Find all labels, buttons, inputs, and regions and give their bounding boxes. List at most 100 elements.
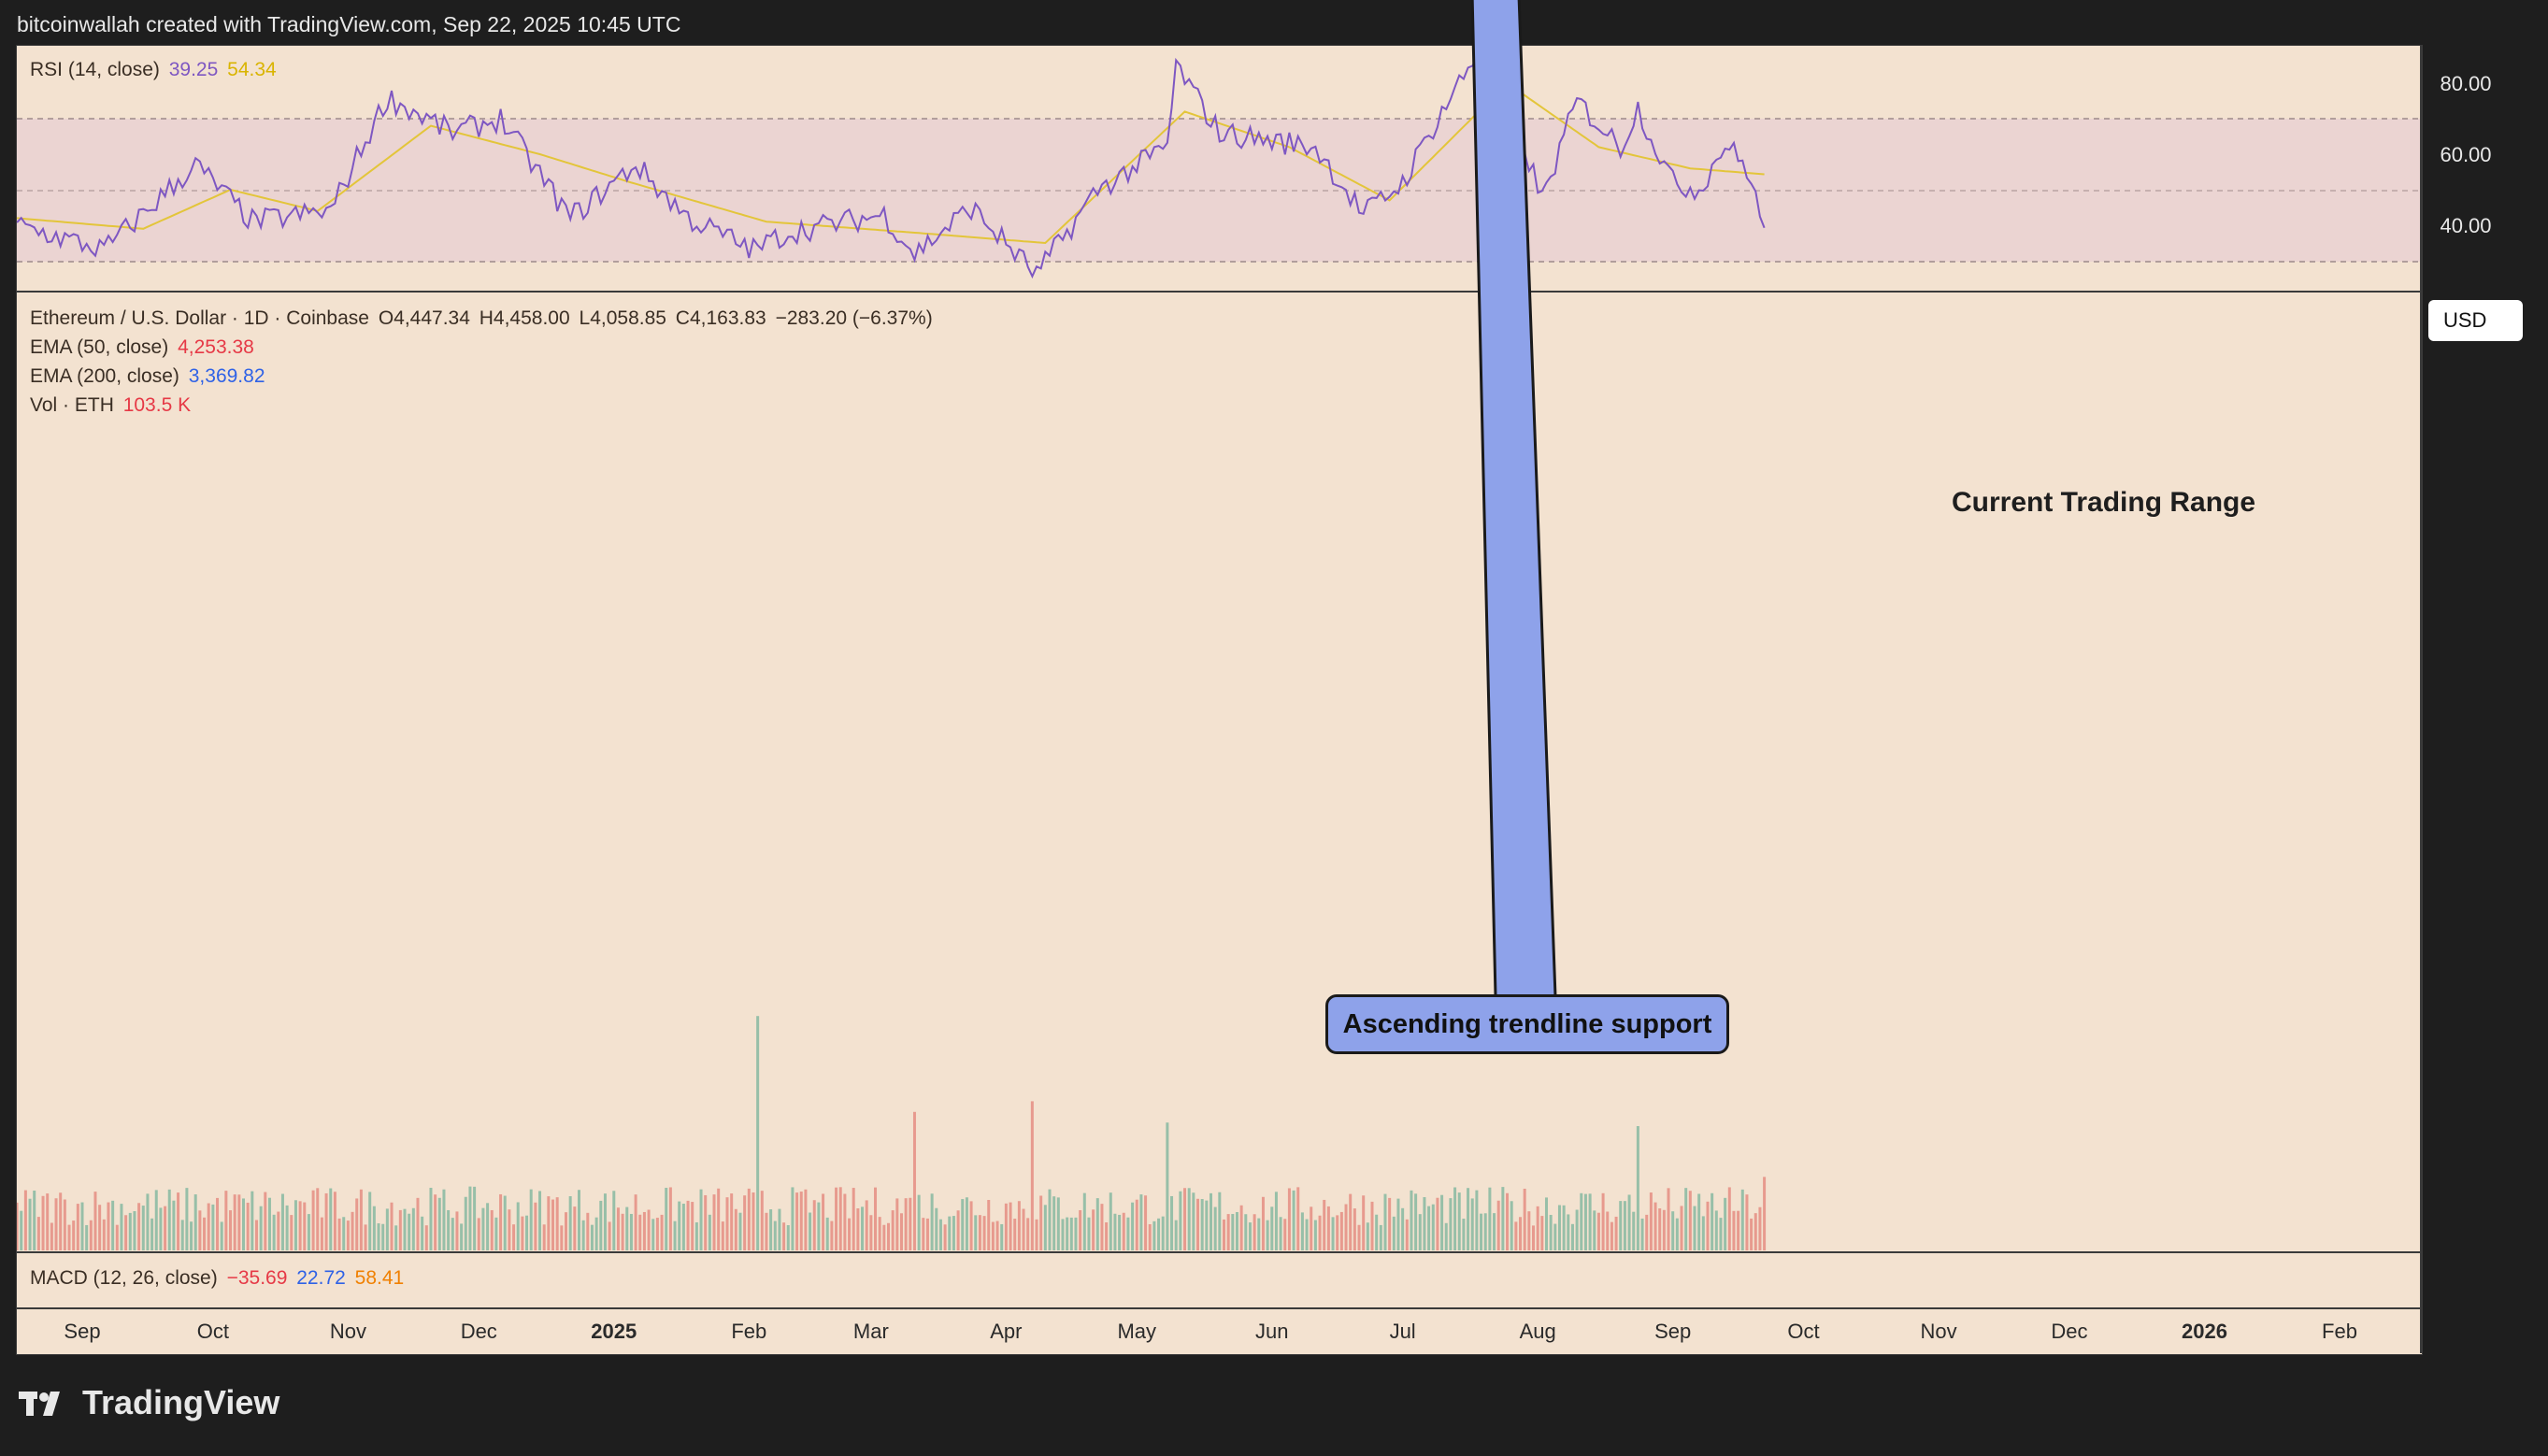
volume-bar — [708, 1214, 711, 1250]
volume-bar — [982, 1216, 986, 1250]
volume-bar — [1662, 1209, 1666, 1250]
volume-bar — [447, 1209, 451, 1250]
volume-bar — [747, 1188, 751, 1250]
volume-bar — [351, 1211, 354, 1250]
macd-value: −35.69 — [226, 1267, 288, 1289]
volume-bar — [167, 1189, 171, 1250]
volume-bar — [1645, 1214, 1649, 1250]
volume-bar — [987, 1199, 991, 1250]
volume-bar — [1449, 1198, 1453, 1250]
volume-bar — [41, 1195, 45, 1250]
volume-bar — [1109, 1192, 1112, 1250]
volume-bar — [1732, 1210, 1736, 1250]
volume-bar — [1414, 1193, 1418, 1250]
volume-bar — [581, 1220, 585, 1250]
volume-bar — [791, 1187, 794, 1250]
volume-bar — [568, 1196, 572, 1250]
currency-selector[interactable]: USD — [2428, 300, 2523, 341]
volume-bar — [320, 1217, 323, 1250]
volume-bar — [1671, 1211, 1675, 1250]
volume-bar — [1092, 1209, 1095, 1250]
volume-bar — [146, 1193, 150, 1250]
volume-bar — [1026, 1218, 1030, 1250]
volume-bar — [1667, 1188, 1670, 1250]
time-tick-label: Dec — [2051, 1320, 2087, 1343]
volume-bar — [1144, 1195, 1148, 1250]
volume-bar — [1758, 1206, 1762, 1250]
ema50-legend[interactable]: EMA (50, close) 4,253.38 — [30, 336, 258, 359]
volume-bar — [1218, 1192, 1222, 1250]
volume-bar — [237, 1194, 241, 1250]
volume-bar — [1222, 1219, 1225, 1250]
volume-bar — [17, 1202, 19, 1250]
tradingview-logo[interactable]: TradingView — [19, 1383, 279, 1422]
volume-bar — [1467, 1188, 1470, 1250]
volume-bar — [1523, 1188, 1526, 1250]
volume-bar — [1401, 1207, 1405, 1250]
volume-bar — [1239, 1205, 1243, 1250]
volume-bar — [36, 1217, 40, 1250]
volume-bar — [490, 1209, 494, 1250]
volume-bar — [717, 1188, 721, 1250]
ema200-legend[interactable]: EMA (200, close) 3,369.82 — [30, 365, 269, 388]
volume-bar — [887, 1222, 890, 1250]
volume-bar — [1270, 1206, 1274, 1250]
macd-hist-value: 58.41 — [354, 1267, 405, 1289]
volume-bar — [1623, 1201, 1626, 1250]
volume-bar — [298, 1201, 302, 1250]
volume-bar — [264, 1192, 267, 1250]
volume-bar — [63, 1199, 66, 1250]
volume-bar — [85, 1224, 89, 1250]
ema50-value: 4,253.38 — [178, 336, 254, 358]
volume-bar — [1627, 1194, 1631, 1250]
volume-bar — [1557, 1205, 1561, 1250]
rsi-legend[interactable]: RSI (14, close) 39.25 54.34 — [30, 59, 280, 81]
volume-bar — [1318, 1215, 1322, 1250]
volume-bar — [560, 1225, 564, 1250]
volume-bar — [124, 1215, 128, 1250]
volume-bar — [1532, 1225, 1535, 1250]
volume-bar — [1244, 1214, 1248, 1250]
volume-bar — [590, 1224, 594, 1250]
volume-bar — [1370, 1201, 1374, 1250]
volume-bar — [778, 1208, 781, 1250]
volume-bar — [1205, 1200, 1209, 1250]
rsi-tick-label: 80.00 — [2440, 72, 2491, 95]
volume-bar — [267, 1197, 271, 1250]
main-legend[interactable]: Ethereum / U.S. Dollar · 1D · Coinbase O… — [30, 307, 937, 330]
volume-bar — [1493, 1213, 1496, 1250]
macd-legend[interactable]: MACD (12, 26, close) −35.69 22.72 58.41 — [30, 1267, 408, 1290]
time-tick-label: Aug — [1520, 1320, 1556, 1343]
volume-bar — [1235, 1211, 1238, 1250]
volume-bar — [512, 1224, 516, 1250]
volume-bar — [1527, 1211, 1531, 1250]
volume-bar — [616, 1207, 620, 1250]
volume-bar — [1536, 1206, 1539, 1250]
volume-bar — [434, 1194, 437, 1250]
ohlc-low: L4,058.85 — [579, 307, 666, 329]
volume-bar — [1349, 1193, 1353, 1250]
volume-bar — [551, 1199, 555, 1250]
volume-bar — [1583, 1193, 1587, 1250]
volume-legend[interactable]: Vol · ETH 103.5 K — [30, 394, 194, 417]
volume-bar — [1095, 1198, 1099, 1250]
time-tick-label: Sep — [64, 1320, 100, 1343]
volume-bar — [1000, 1223, 1004, 1250]
time-axis[interactable]: Sep Oct Nov Dec 2025 Feb Mar Apr May Jun Jul Aug Sep… — [64, 1320, 2357, 1343]
volume-bar — [54, 1198, 58, 1250]
volume-bar — [1336, 1215, 1339, 1250]
volume-title: Vol · ETH — [30, 394, 114, 416]
volume-bar — [752, 1192, 755, 1250]
volume-bar — [1148, 1224, 1152, 1250]
volume-bar — [1231, 1214, 1235, 1250]
volume-bar — [1392, 1216, 1396, 1250]
volume-bar — [1593, 1210, 1596, 1250]
volume-bar — [1614, 1216, 1618, 1250]
rsi-tick-label: 60.00 — [2440, 143, 2491, 166]
volume-bar — [1362, 1195, 1366, 1250]
volume-bar — [665, 1187, 668, 1250]
volume-bar — [1601, 1192, 1605, 1250]
volume-bar — [172, 1200, 176, 1250]
volume-bar — [668, 1187, 672, 1250]
